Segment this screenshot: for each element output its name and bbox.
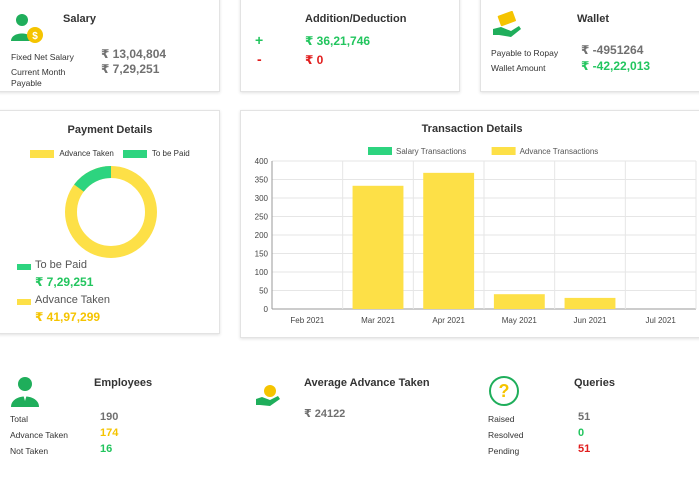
question-icon: ? — [489, 376, 519, 406]
advance-money-icon — [256, 385, 280, 406]
queries-raised-value: 51 — [578, 411, 591, 423]
queries-title: Queries — [574, 377, 615, 389]
y-tick-label: 100 — [255, 268, 269, 277]
x-tick-label: Jun 2021 — [574, 316, 607, 325]
wallet-icon — [493, 11, 521, 37]
average-advance-section: Average Advance Taken ₹ 24122 — [240, 365, 470, 480]
average-advance-title: Average Advance Taken — [304, 377, 430, 389]
salary-title: Salary — [63, 13, 97, 25]
legend-swatch-0 — [368, 147, 392, 155]
queries-raised-label: Raised — [488, 414, 515, 424]
bar-1-3 — [493, 294, 545, 309]
employees-section: Employees Total 190 Advance Taken 174 No… — [0, 365, 230, 480]
fixed-net-salary-value: ₹ 13,04,804 — [101, 47, 167, 61]
deduction-value: ₹ 0 — [305, 53, 324, 67]
bar-1-2 — [423, 172, 475, 309]
employees-title: Employees — [94, 377, 153, 389]
advance-taken-value: ₹ 41,97,299 — [35, 310, 101, 324]
y-tick-label: 150 — [255, 250, 269, 259]
to-be-paid-swatch — [17, 264, 31, 270]
x-tick-label: May 2021 — [502, 316, 538, 325]
to-be-paid-value: ₹ 7,29,251 — [35, 275, 94, 289]
donut-slice-to-be-paid — [74, 166, 112, 192]
current-month-label-line2: Payable — [11, 78, 42, 88]
deduction-minus-sign: - — [257, 51, 262, 67]
bar-1-1 — [352, 185, 404, 309]
wallet-amount-value: ₹ -42,22,013 — [581, 59, 651, 73]
payable-to-ropay-label: Payable to Ropay — [491, 48, 559, 58]
bar-1-4 — [564, 297, 616, 309]
employee-icon — [11, 377, 39, 407]
queries-resolved-value: 0 — [578, 427, 585, 439]
employees-total-value: 190 — [100, 411, 119, 423]
legend-swatch-paid — [122, 149, 147, 158]
wallet-title: Wallet — [577, 13, 609, 25]
y-tick-label: 300 — [255, 194, 269, 203]
employees-not-taken-label: Not Taken — [10, 446, 49, 456]
x-tick-label: Mar 2021 — [361, 316, 395, 325]
svg-text:$: $ — [32, 31, 38, 42]
to-be-paid-label: To be Paid — [35, 259, 87, 271]
payment-donut-chart — [65, 166, 157, 258]
wallet-card: Wallet Payable to Ropay ₹ -4951264 Walle… — [480, 0, 699, 92]
addition-value: ₹ 36,21,746 — [305, 34, 371, 48]
legend-label-0: Salary Transactions — [396, 147, 466, 156]
y-tick-label: 0 — [264, 305, 269, 314]
legend-label-1: Advance Transactions — [520, 147, 599, 156]
x-tick-label: Apr 2021 — [432, 316, 465, 325]
average-advance-value: ₹ 24122 — [304, 408, 346, 420]
fixed-net-salary-label: Fixed Net Salary — [11, 52, 74, 62]
employees-advance-label: Advance Taken — [10, 430, 68, 440]
chart-title: Transaction Details — [422, 123, 523, 135]
advance-taken-label: Advance Taken — [35, 294, 111, 306]
advance-taken-swatch — [17, 299, 31, 305]
legend-swatch-advance — [30, 149, 55, 158]
employees-not-taken-value: 16 — [100, 443, 113, 455]
transaction-details-card: Transaction Details Salary Transactions Ad… — [240, 110, 699, 338]
y-tick-label: 400 — [255, 157, 269, 166]
addition-deduction-title: Addition/Deduction — [305, 13, 407, 25]
employees-advance-value: 174 — [100, 427, 119, 439]
wallet-amount-label: Wallet Amount — [491, 63, 546, 73]
x-tick-label: Feb 2021 — [290, 316, 324, 325]
y-tick-label: 350 — [255, 176, 269, 185]
current-month-payable-value: ₹ 7,29,251 — [101, 62, 160, 76]
addition-deduction-card: Addition/Deduction + ₹ 36,21,746 - ₹ 0 — [240, 0, 460, 92]
current-month-label-line1: Current Month — [11, 67, 66, 77]
legend-advance-label: Advance Taken — [59, 149, 114, 158]
queries-pending-value: 51 — [578, 443, 591, 455]
salary-card: $ Salary Fixed Net Salary ₹ 13,04,804 Cu… — [0, 0, 220, 92]
addition-plus-sign: + — [255, 32, 264, 48]
current-month-label: Current Month Payable — [11, 67, 65, 89]
y-tick-label: 50 — [259, 287, 268, 296]
y-tick-label: 200 — [255, 231, 269, 240]
queries-pending-label: Pending — [488, 446, 520, 456]
payment-legend: Advance Taken To be Paid — [0, 149, 221, 158]
employees-total-label: Total — [10, 414, 28, 424]
queries-section: ? Queries Raised 51 Resolved 0 Pending 5… — [480, 365, 699, 480]
payment-details-title: Payment Details — [67, 124, 153, 136]
legend-swatch-1 — [491, 147, 516, 155]
payable-to-ropay-value: ₹ -4951264 — [581, 43, 644, 57]
transaction-bar-chart: Transaction Details Salary Transactions Ad… — [255, 123, 697, 325]
legend-paid-label: To be Paid — [151, 149, 190, 158]
y-tick-label: 250 — [255, 213, 269, 222]
payment-details-card: Payment Details Advance Taken To be Paid… — [0, 110, 220, 334]
x-tick-label: Jul 2021 — [646, 316, 677, 325]
salary-icon: $ — [11, 14, 43, 43]
queries-resolved-label: Resolved — [488, 430, 524, 440]
